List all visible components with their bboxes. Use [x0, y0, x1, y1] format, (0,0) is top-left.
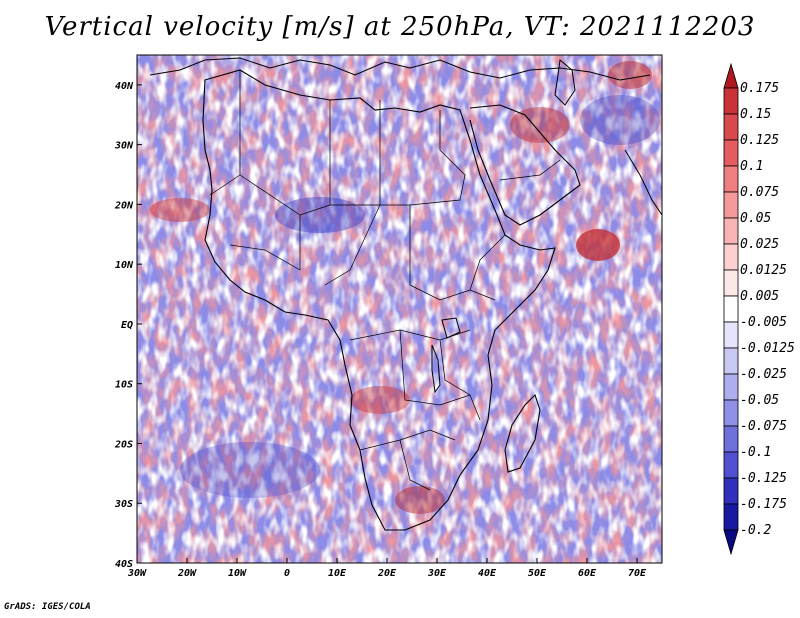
x-tick-label: 20E: [377, 568, 397, 579]
descent-iran: [580, 95, 660, 145]
x-tick-label: 0: [284, 568, 290, 579]
colorbar-segment: [723, 373, 739, 401]
y-tick-label: 40S: [115, 559, 133, 570]
colorbar-segment: [723, 321, 739, 349]
plot-frame: [136, 54, 663, 564]
colorbar-arrow-top: [723, 62, 739, 89]
y-tick-label: 30N: [114, 141, 134, 152]
colorbar-segment: [723, 295, 739, 323]
colorbar-segment: [723, 269, 739, 297]
colorbar-label: -0.175: [740, 497, 787, 512]
colorbar-segment: [723, 347, 739, 375]
y-tick-label: EQ: [121, 320, 133, 331]
colorbar-segment: [723, 243, 739, 271]
x-tick-label: 50E: [528, 568, 547, 579]
colorbar-segment: [723, 425, 739, 453]
axis-ticks: 30W 20W 10W 0 10E 20E 30E 40E 50E 60E 70E 40N 30N 20N…: [114, 81, 647, 579]
ascent-north: [608, 61, 652, 89]
x-tick-label: 30W: [127, 568, 147, 579]
x-tick-label: 20W: [177, 568, 197, 579]
velocity-field: [137, 55, 662, 563]
colorbar-label: 0.0125: [740, 263, 787, 278]
field-white-noise: [137, 55, 662, 563]
colorbar-segment: [723, 139, 739, 167]
country-boundaries: [209, 70, 561, 491]
colorbar-segment: [723, 217, 739, 245]
descent-sahara: [275, 197, 365, 233]
colorbar-label: 0.075: [740, 185, 779, 200]
colorbar-segment: [723, 451, 739, 479]
madagascar-coastline: [504, 393, 541, 473]
colorbar-label: -0.025: [740, 367, 787, 382]
chart-title: Vertical velocity [m/s] at 250hPa, VT: 2…: [44, 12, 756, 42]
ascent-south-africa: [395, 486, 445, 514]
colorbar-label: -0.075: [740, 419, 787, 434]
colorbar-label: -0.1: [740, 445, 771, 460]
colorbar-label: -0.05: [740, 393, 779, 408]
y-tick-label: 20S: [114, 439, 133, 450]
y-tick-label: 30S: [114, 499, 133, 510]
x-tick-label: 40E: [478, 568, 497, 579]
y-tick-label: 20N: [114, 200, 134, 211]
colorbar-label: 0.175: [740, 81, 779, 96]
lake-tanganyika: [431, 344, 441, 394]
x-tick-label: 30E: [427, 568, 447, 579]
colorbar-segment: [723, 503, 739, 531]
mediterranean-coast: [149, 57, 651, 81]
colorbar-segment: [723, 87, 739, 115]
colorbar-segment: [723, 477, 739, 505]
y-tick-label: 10S: [115, 380, 133, 391]
colorbar-label: -0.125: [740, 471, 787, 486]
colorbar-label: -0.2: [740, 523, 771, 538]
colorbar-segment: [723, 191, 739, 219]
ascent-atlantic: [150, 198, 210, 222]
colorbar-label: -0.0125: [740, 341, 795, 356]
africa-coastline: [202, 69, 556, 531]
colorbar-label: 0.025: [740, 237, 779, 252]
strong-ascent-arabian-sea: [576, 229, 620, 261]
ascent-arabia: [510, 107, 570, 143]
colorbar-label: 0.005: [740, 289, 779, 304]
colorbar-label: 0.05: [740, 211, 771, 226]
x-tick-label: 60E: [578, 568, 597, 579]
arabia-coastline: [469, 104, 581, 226]
lake-victoria: [441, 317, 461, 339]
colorbar-segment: [723, 399, 739, 427]
colorbar-label: 0.1: [740, 159, 763, 174]
caspian-coast: [554, 59, 576, 106]
colorbar-label: -0.005: [740, 315, 787, 330]
colorbar-arrow-bottom: [723, 529, 739, 556]
india-coast: [624, 149, 662, 216]
y-tick-label: 10N: [115, 260, 134, 271]
colorbar: 0.175 0.15 0.125 0.1 0.075 0.05 0.025 0.0125 0.0…: [723, 62, 795, 556]
colorbar-label: 0.125: [740, 133, 779, 148]
y-tick-label: 40N: [115, 81, 134, 92]
x-tick-label: 70E: [628, 568, 647, 579]
x-tick-label: 10W: [228, 568, 247, 579]
colorbar-label: 0.15: [740, 107, 771, 122]
x-tick-label: 10E: [328, 568, 347, 579]
colorbar-segment: [723, 113, 739, 141]
ascent-central-africa: [350, 386, 410, 414]
colorbar-segment: [723, 165, 739, 193]
descent-south-atlantic: [180, 442, 320, 498]
grads-credit: GrADS: IGES/COLA: [4, 602, 91, 612]
